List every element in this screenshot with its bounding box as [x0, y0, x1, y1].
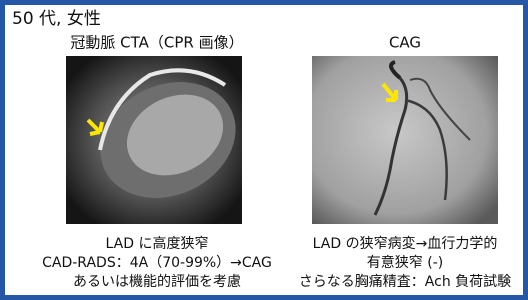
slide-title: 50 代, 女性 — [12, 9, 101, 29]
caption-line: CAD-RADS：4A（70-99%）→CAG — [42, 255, 272, 271]
caption-line: LAD に高度狭窄 — [106, 235, 209, 252]
caption-line: LAD の狭窄病変→血行力学的 — [313, 235, 498, 252]
caption-line: さらなる胸痛精査：Ach 負荷試験 — [299, 273, 511, 290]
ct-image — [66, 56, 242, 224]
caption-line: あるいは機能的評価を考慮 — [73, 274, 241, 290]
panel-heading: 冠動脈 CTA（CPR 画像） — [70, 34, 243, 52]
angiogram-image — [312, 56, 498, 224]
caption-line: 有意狭窄 (-) — [367, 254, 443, 271]
panel-heading: CAG — [389, 34, 421, 52]
